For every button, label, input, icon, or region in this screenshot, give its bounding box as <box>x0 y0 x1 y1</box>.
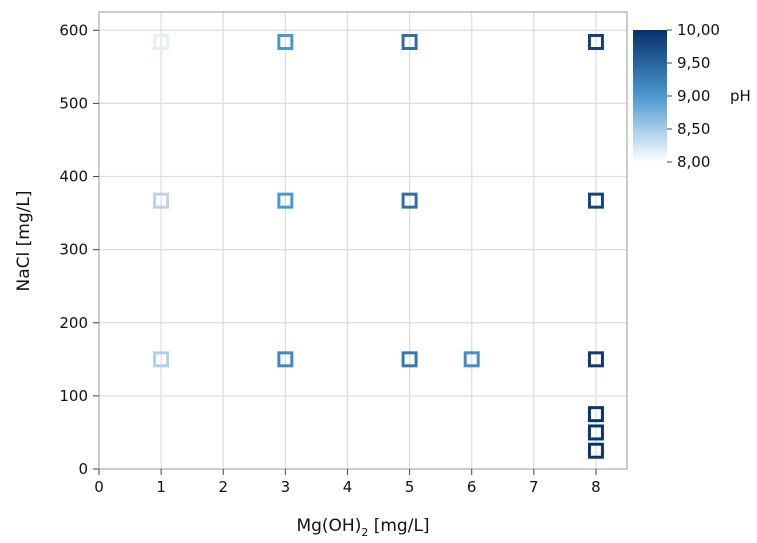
x-tick-label: 1 <box>156 478 166 496</box>
colorbar-title: pH <box>730 87 751 105</box>
y-tick-label: 100 <box>59 387 88 405</box>
data-points <box>153 33 604 459</box>
x-axis: 0 1 2 3 4 5 6 7 8 <box>94 469 601 496</box>
y-tick-label: 400 <box>59 168 88 186</box>
data-point <box>463 351 480 368</box>
colorbar-tick-label: 9,50 <box>677 54 710 72</box>
data-point <box>587 192 604 209</box>
x-tick-label: 0 <box>94 478 104 496</box>
data-point <box>153 33 170 50</box>
x-axis-title: Mg(OH)2 [mg/L] <box>296 516 429 539</box>
y-tick-label: 200 <box>59 314 88 332</box>
colorbar-gradient <box>633 30 667 162</box>
data-point <box>587 351 604 368</box>
colorbar-tick-label: 8,00 <box>677 153 710 171</box>
data-point <box>277 351 294 368</box>
data-point <box>277 33 294 50</box>
colorbar-tick-label: 9,00 <box>677 87 710 105</box>
y-tick-label: 0 <box>78 460 88 478</box>
data-point <box>587 406 604 423</box>
y-axis: 0 100 200 300 400 500 600 <box>59 21 99 478</box>
data-point <box>153 351 170 368</box>
x-tick-label: 2 <box>218 478 228 496</box>
x-tick-label: 3 <box>281 478 291 496</box>
data-point <box>277 192 294 209</box>
data-point <box>587 442 604 459</box>
x-axis-title-subscript: 2 <box>361 526 368 539</box>
y-tick-label: 300 <box>59 241 88 259</box>
x-tick-label: 8 <box>591 478 601 496</box>
colorbar-tick-label: 8,50 <box>677 120 710 138</box>
y-tick-label: 500 <box>59 94 88 112</box>
data-point <box>401 192 418 209</box>
data-point <box>587 33 604 50</box>
colorbar-ticks: 10,00 9,50 9,00 8,50 8,00 <box>667 21 720 171</box>
data-point <box>401 33 418 50</box>
x-tick-label: 5 <box>405 478 415 496</box>
x-tick-label: 7 <box>529 478 539 496</box>
plot-frame <box>98 11 628 470</box>
data-point <box>401 351 418 368</box>
grid <box>99 12 627 469</box>
y-axis-title: NaCl [mg/L] <box>14 191 34 292</box>
x-tick-label: 4 <box>343 478 353 496</box>
x-tick-label: 6 <box>467 478 477 496</box>
data-point <box>587 424 604 441</box>
data-point <box>153 192 170 209</box>
x-axis-title-main: Mg(OH) <box>296 516 361 536</box>
x-axis-title-unit: [mg/L] <box>368 516 429 536</box>
colorbar-tick-label: 10,00 <box>677 21 720 39</box>
colorbar: 10,00 9,50 9,00 8,50 8,00 pH <box>633 21 751 171</box>
y-tick-label: 600 <box>59 21 88 39</box>
